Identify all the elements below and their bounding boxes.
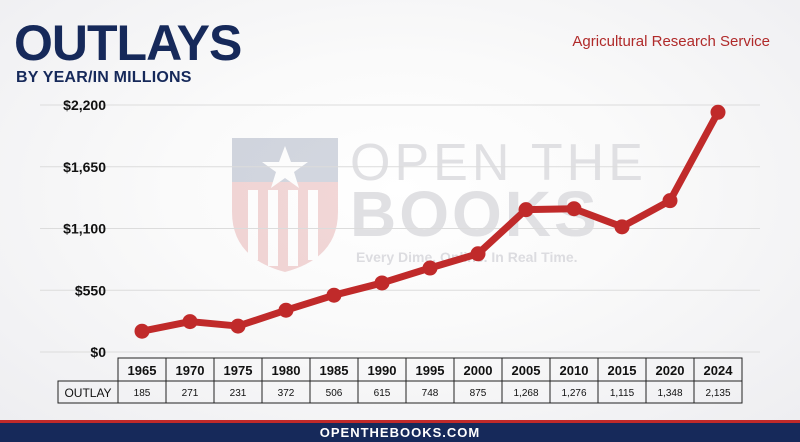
data-label: 231	[230, 388, 247, 399]
y-tick-label: $0	[90, 344, 106, 360]
data-point	[374, 275, 390, 291]
background	[0, 0, 800, 420]
y-tick-label: $2,200	[63, 97, 106, 113]
y-axis: $0 $550 $1,100 $1,650 $2,200	[63, 97, 106, 360]
x-tick-label: 1980	[272, 363, 301, 378]
x-tick-label: 1965	[128, 363, 157, 378]
data-table: OUTLAY 1965 185 1970 271 1975 231 1980 372 1985 50…	[57, 357, 743, 404]
data-label: 271	[182, 388, 199, 399]
x-tick-label: 2020	[656, 363, 685, 378]
data-label: 615	[374, 388, 391, 399]
watermark: OPEN THE BOOKS Every Dime. Online. In Re…	[232, 134, 647, 272]
x-tick-label: 2024	[704, 363, 734, 378]
data-point	[182, 314, 198, 330]
y-tick-label: $550	[75, 282, 106, 298]
y-tick-label: $1,100	[63, 221, 106, 237]
data-point	[230, 318, 246, 334]
x-tick-label: 2000	[464, 363, 493, 378]
data-label: 1,348	[657, 388, 682, 399]
watermark-line2: BOOKS	[350, 178, 600, 250]
data-point	[278, 302, 294, 318]
data-point	[326, 287, 342, 303]
data-label: 1,276	[561, 388, 586, 399]
x-tick-label: 1995	[416, 363, 445, 378]
data-label: 1,115	[610, 388, 635, 399]
table-row-label: OUTLAY	[64, 386, 111, 400]
data-label: 372	[278, 388, 295, 399]
x-tick-label: 2015	[608, 363, 637, 378]
data-point	[566, 201, 582, 217]
x-tick-label: 2005	[512, 363, 541, 378]
watermark-line1: OPEN THE	[350, 134, 647, 192]
data-point	[518, 202, 534, 218]
data-label: 1,268	[513, 388, 538, 399]
agency-name: Agricultural Research Service	[572, 33, 770, 50]
data-label: 506	[326, 388, 343, 399]
shield-logo-icon	[232, 138, 338, 272]
data-point	[614, 219, 630, 235]
data-label: 2,135	[705, 388, 730, 399]
x-tick-label: 1975	[224, 363, 253, 378]
y-tick-label: $1,650	[63, 159, 106, 175]
page-subtitle: BY YEAR/IN MILLIONS	[16, 69, 192, 86]
x-tick-label: 2010	[560, 363, 589, 378]
page-title: OUTLAYS	[14, 15, 242, 71]
x-tick-label: 1970	[176, 363, 205, 378]
footer-url[interactable]: OPENTHEBOOKS.COM	[0, 420, 800, 442]
data-point	[710, 104, 726, 120]
data-label: 875	[470, 388, 487, 399]
x-tick-label: 1990	[368, 363, 397, 378]
data-point	[422, 260, 438, 276]
data-label: 748	[422, 388, 439, 399]
data-point	[134, 323, 150, 339]
data-point	[470, 246, 486, 262]
x-tick-label: 1985	[320, 363, 349, 378]
gridlines	[40, 104, 760, 353]
outlays-chart: OPEN THE BOOKS Every Dime. Online. In Re…	[40, 97, 760, 404]
data-point	[662, 193, 678, 209]
series-outlay	[134, 104, 726, 339]
data-label: 185	[134, 388, 151, 399]
